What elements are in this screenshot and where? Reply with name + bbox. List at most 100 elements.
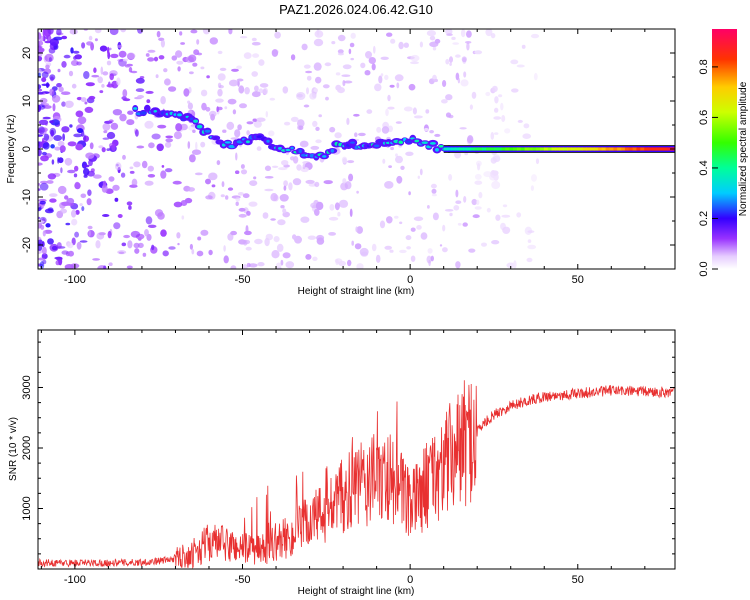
spectrogram-noise-cell	[74, 54, 82, 60]
spectrogram-noise-cell	[208, 172, 218, 181]
spectrogram-noise-cell	[359, 247, 369, 256]
spectrogram-noise-cell	[403, 42, 409, 48]
spectrogram-noise-cell	[40, 180, 49, 184]
spectrogram-noise-cell	[268, 130, 275, 137]
spectrogram-noise-cell	[474, 173, 482, 180]
spectrogram-noise-cell	[344, 181, 352, 190]
spectrogram-noise-cell	[160, 96, 166, 105]
spectrogram-signal-core	[177, 113, 182, 117]
spectrogram-noise-cell	[175, 123, 183, 132]
spectrogram-noise-cell	[88, 95, 96, 100]
colorbar-gradient	[712, 29, 737, 269]
spectrogram-noise-cell	[147, 49, 156, 53]
spectrogram-noise-cell	[106, 60, 112, 66]
spectrogram-noise-cell	[349, 208, 353, 217]
spectrogram-noise-cell	[135, 77, 145, 84]
spectrogram-noise-cell	[510, 59, 519, 65]
colorbar: 0.0 0.2 0.4 0.6 0.8 Normalized spectral ampl…	[698, 29, 749, 277]
spectrogram-noise-cell	[430, 255, 434, 262]
spectrogram-noise-cell	[103, 130, 108, 134]
spectrogram-noise-cell	[179, 31, 183, 36]
spectrogram-noise-cell	[102, 122, 111, 131]
spectrogram-noise-cell	[141, 160, 148, 169]
spectrogram-noise-cell	[395, 121, 402, 124]
spectrogram-noise-cell	[93, 174, 102, 179]
spectrogram-noise-cell	[45, 64, 50, 69]
spectrogram-noise-cell	[142, 252, 147, 257]
spectrogram-tone-cell	[447, 147, 452, 151]
spectrogram-noise-cell	[264, 165, 272, 172]
spectrogram-noise-cell	[145, 216, 153, 225]
spectrogram-noise-cell	[324, 62, 332, 67]
spectrogram-noise-cell	[38, 257, 46, 261]
spectrogram-noise-cell	[42, 116, 51, 120]
spectrogram-noise-cell	[348, 173, 354, 182]
spectrogram-noise-cell	[191, 149, 202, 155]
spectrogram-noise-cell	[69, 124, 73, 128]
spectrogram-noise-cell	[206, 75, 210, 79]
spectrogram-noise-cell	[205, 106, 211, 112]
spectrogram-noise-cell	[38, 239, 43, 245]
chart-title: PAZ1.2026.024.06.42.G10	[279, 2, 433, 17]
spectrogram-noise-cell	[449, 56, 453, 63]
spectrogram-noise-cell	[312, 256, 318, 261]
spectrogram-noise-cell	[126, 119, 135, 126]
spectrogram-noise-cell	[239, 103, 247, 109]
spectrogram-noise-cell	[390, 38, 396, 44]
spectrogram-noise-cell	[282, 252, 291, 259]
spectrogram-noise-cell	[313, 38, 324, 47]
spectrogram-signal-core	[330, 148, 335, 153]
spectrogram-noise-cell	[347, 259, 352, 267]
spectrogram-noise-cell	[129, 170, 135, 174]
spectrogram-noise-cell	[156, 30, 161, 38]
spectrogram-signal-core	[153, 110, 158, 113]
spectrogram-noise-cell	[464, 152, 469, 156]
spectrogram-noise-cell	[47, 238, 54, 245]
spectrogram-noise-cell	[91, 74, 100, 78]
spectrogram-noise-cell	[122, 58, 128, 62]
spectrogram-noise-cell	[128, 66, 133, 73]
spectrogram-noise-cell	[533, 72, 538, 81]
spectrogram-signal-core	[435, 148, 439, 152]
spectrogram-noise-cell	[86, 41, 94, 46]
spectrogram-noise-cell	[106, 131, 116, 140]
spectrogram-noise-cell	[83, 134, 87, 143]
spectrogram-tone-cell	[547, 147, 553, 151]
spectrogram-noise-cell	[257, 262, 265, 267]
spectrogram-noise-cell	[128, 205, 132, 210]
spectrogram-noise-cell	[335, 259, 339, 266]
spectrogram-noise-cell	[183, 88, 190, 97]
spectrogram-noise-cell	[157, 124, 167, 129]
spectrogram-tone-cell	[632, 147, 637, 151]
snr-x-ticks: -100 -50 0 50	[40, 330, 646, 586]
spectrogram-noise-cell	[382, 158, 386, 164]
spectrogram-noise-cell	[248, 201, 258, 207]
spectrogram-noise-cell	[516, 64, 525, 68]
spectrogram-noise-cell	[431, 193, 437, 197]
spectrogram-tone-cell	[443, 147, 449, 151]
spectrogram-noise-cell	[73, 133, 83, 138]
spectrogram-signal-core	[290, 146, 294, 150]
spectrogram-noise-cell	[86, 198, 92, 206]
spectrogram-noise-cell	[259, 83, 269, 88]
spectrogram-noise-cell	[315, 76, 322, 84]
spectrogram-signal-core	[438, 145, 444, 148]
spectrogram-noise-cell	[102, 137, 110, 140]
spectrogram-noise-cell	[243, 52, 252, 59]
spectrogram-noise-cell	[161, 165, 165, 168]
spectrogram-noise-cell	[410, 61, 419, 65]
spectrogram-noise-cell	[121, 242, 127, 247]
spectrogram-noise-cell	[490, 33, 496, 39]
spectrogram-noise-cell	[445, 29, 453, 35]
spectrogram-noise-cell	[380, 56, 389, 60]
spectrogram-signal-core	[421, 141, 429, 144]
spectrogram-noise-cell	[455, 189, 459, 198]
spectrogram-signal-core	[405, 140, 412, 143]
spectrogram-noise-cell	[215, 98, 224, 103]
spectrogram-tone-cell	[536, 147, 541, 151]
spectrogram-noise-cell	[219, 67, 227, 71]
spectrogram-noise-cell	[455, 261, 461, 269]
spectrogram-noise-cell	[408, 83, 416, 91]
spectrogram-noise-cell	[130, 70, 138, 74]
spectrogram-noise-cell	[485, 29, 493, 37]
